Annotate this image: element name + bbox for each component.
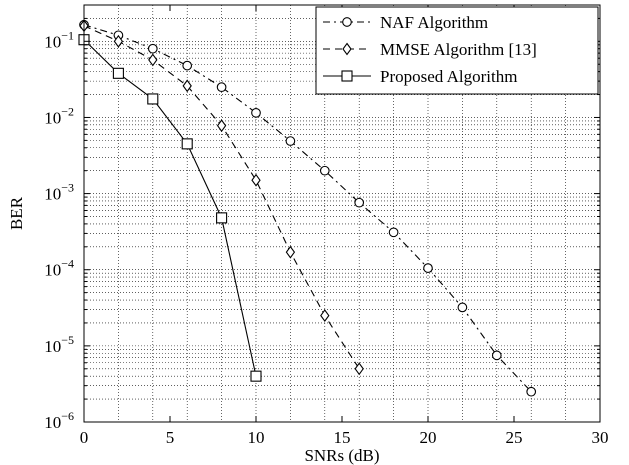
data-point-square (250, 370, 262, 382)
data-point-square (181, 138, 193, 150)
legend-label: Proposed Algorithm (380, 67, 517, 86)
data-point-diamond (251, 173, 261, 187)
x-tick-label: 30 (592, 428, 609, 447)
data-point-circle (457, 302, 468, 313)
y-tick-label: 10−1 (44, 28, 74, 51)
x-tick-label: 25 (506, 428, 523, 447)
data-point-circle (342, 17, 352, 27)
data-point-circle (285, 136, 296, 146)
data-point-diamond (216, 119, 227, 133)
data-point-diamond (285, 245, 296, 259)
data-point-circle (526, 386, 537, 397)
y-tick-label: 10−6 (44, 409, 74, 432)
series-line (83, 39, 257, 377)
data-point-diamond (182, 79, 192, 93)
y-tick-label: 10−3 (44, 181, 74, 204)
data-point-square (216, 212, 228, 224)
data-point-diamond (354, 362, 364, 376)
x-tick-label: 20 (420, 428, 437, 447)
grid (84, 5, 600, 422)
y-axis: 10−1 10−2 10−3 10−4 10−5 10−6 (44, 17, 600, 432)
data-point-diamond (113, 34, 124, 48)
x-tick-label: 15 (334, 428, 351, 447)
series-diamond (79, 19, 364, 376)
data-point-square (147, 93, 159, 105)
data-point-circle (319, 165, 330, 176)
data-point-diamond (320, 309, 330, 323)
data-point-diamond (342, 42, 352, 56)
data-point-circle (388, 227, 399, 238)
y-tick-label: 10−5 (44, 333, 74, 356)
data-point-circle (147, 43, 158, 54)
data-point-diamond (148, 53, 158, 67)
series-line (83, 24, 532, 393)
data-point-square (112, 67, 124, 79)
x-tick-label: 10 (248, 428, 265, 447)
legend-label: NAF Algorithm (380, 13, 488, 32)
data-point-circle (182, 60, 193, 71)
x-tick-label: 0 (80, 428, 89, 447)
data-point-circle (354, 197, 365, 208)
y-tick-label: 10−2 (44, 104, 74, 127)
legend: NAF Algorithm MMSE Algorithm [13] Proposed… (315, 6, 599, 95)
y-tick-label: 10−4 (44, 257, 74, 280)
x-axis: 0 5 10 15 20 25 30 (80, 5, 609, 447)
legend-label: MMSE Algorithm [13] (380, 40, 537, 59)
data-point-circle (491, 350, 502, 361)
y-axis-title: BER (7, 196, 26, 230)
data-point-circle (423, 263, 433, 273)
series-square (78, 34, 262, 382)
data-point-circle (251, 107, 261, 118)
data-point-circle (216, 82, 227, 93)
x-tick-label: 5 (166, 428, 175, 447)
data-point-square (341, 70, 353, 82)
x-axis-title: SNRs (dB) (304, 446, 379, 465)
